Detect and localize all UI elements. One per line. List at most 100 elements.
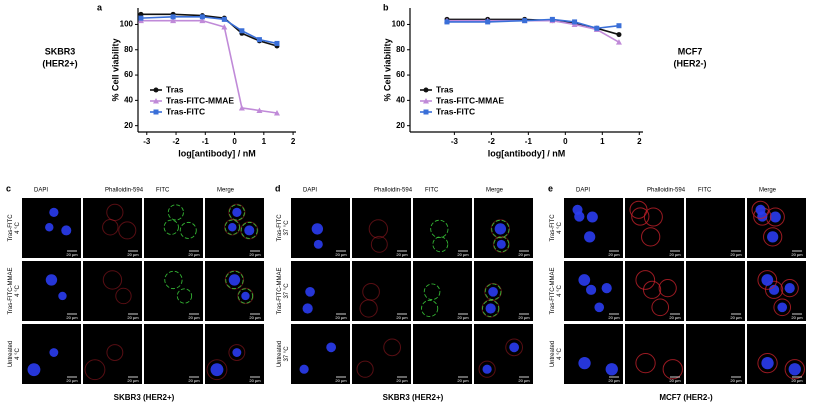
actin-stain xyxy=(359,299,378,318)
actin-stain xyxy=(102,270,123,290)
actin-stain xyxy=(478,360,496,378)
x-tick-label: -3 xyxy=(143,137,151,146)
actin-stain xyxy=(635,270,656,290)
scale-bar-label: 20 µm xyxy=(396,252,408,257)
panel-label: e xyxy=(548,183,553,193)
actin-stain xyxy=(206,359,228,381)
marker xyxy=(273,110,280,116)
panel-label: a xyxy=(97,2,103,12)
actin-stain xyxy=(658,279,677,298)
nucleus xyxy=(49,348,59,357)
actin-stain xyxy=(224,219,241,236)
scale-bar-label: 20 µm xyxy=(730,378,742,383)
actin-stain xyxy=(492,235,510,253)
marker xyxy=(549,16,555,22)
actin-stain xyxy=(780,279,799,298)
nucleus xyxy=(767,231,779,243)
marker xyxy=(256,37,262,43)
row-label: Tras-FITC 4 °C xyxy=(8,214,21,242)
row-label: Tras-FITC 37 °C xyxy=(277,214,290,242)
nucleus xyxy=(485,303,496,314)
nucleus xyxy=(777,302,788,313)
marker xyxy=(170,14,176,20)
marker xyxy=(221,23,228,30)
actin-stain xyxy=(764,280,784,299)
micrograph xyxy=(144,324,203,384)
legend-label: Tras-FITC-MMAE xyxy=(166,95,234,105)
marker xyxy=(238,104,245,111)
actin-stain xyxy=(224,270,245,290)
fitc-stain xyxy=(423,283,441,301)
micrograph xyxy=(413,198,472,258)
micrograph xyxy=(474,324,533,384)
micrograph xyxy=(352,261,411,321)
marker xyxy=(199,14,205,20)
scale-bar-label: 20 µm xyxy=(669,315,681,320)
series-line xyxy=(446,19,620,43)
row-label-line: 4 °C xyxy=(557,284,563,296)
marker xyxy=(615,39,622,45)
nucleus xyxy=(605,363,618,376)
y-tick-label: 100 xyxy=(120,20,134,29)
y-tick-label: 40 xyxy=(124,95,133,104)
x-tick-label: -3 xyxy=(451,137,459,146)
column-header: Merge xyxy=(759,188,777,194)
nucleus xyxy=(45,223,54,232)
panel-caption: SKBR3 (HER2+) xyxy=(114,393,175,402)
nucleus xyxy=(232,207,242,217)
series-line xyxy=(140,13,278,47)
micrograph xyxy=(83,324,142,384)
fitc-stain xyxy=(493,236,510,253)
scale-bar-label: 20 µm xyxy=(518,315,530,320)
marker xyxy=(423,109,429,115)
marker xyxy=(153,87,159,93)
y-tick-label: 100 xyxy=(392,20,406,29)
micrograph xyxy=(474,261,533,321)
fitc-stain xyxy=(224,219,240,235)
fitc-stain xyxy=(240,221,258,239)
actin-stain xyxy=(362,282,380,301)
nucleus xyxy=(784,283,795,294)
micrograph xyxy=(83,261,142,321)
scale-bar-label: 20 µm xyxy=(608,378,620,383)
row-label: Untreated 37 °C xyxy=(277,341,290,367)
nucleus xyxy=(755,204,766,215)
actin-stain xyxy=(651,298,670,317)
scale-bar-label: 20 µm xyxy=(127,378,139,383)
row-label-line: Untreated xyxy=(8,341,14,367)
nucleus xyxy=(584,231,596,243)
actin-stain xyxy=(751,200,770,219)
scale-bar-label: 20 µm xyxy=(335,315,347,320)
nucleus xyxy=(482,364,492,374)
nucleus xyxy=(585,284,597,295)
scale-bar-label: 20 µm xyxy=(730,252,742,257)
nucleus xyxy=(299,364,309,374)
actin-stain xyxy=(662,359,683,380)
micrograph xyxy=(413,261,472,321)
nucleus xyxy=(228,274,241,286)
micrograph xyxy=(144,261,203,321)
y-tick-label: 60 xyxy=(124,70,133,79)
nucleus xyxy=(761,274,774,286)
x-tick-label: 0 xyxy=(232,137,237,146)
marker xyxy=(256,107,263,113)
scale-bar-label: 20 µm xyxy=(730,315,742,320)
scale-bar-label: 20 µm xyxy=(66,252,78,257)
scale-bar-label: 20 µm xyxy=(608,315,620,320)
cell-line-label: SKBR3 xyxy=(45,46,76,56)
actin-stain xyxy=(237,287,254,305)
row-label: Untreated 4 °C xyxy=(550,341,563,367)
actin-stain xyxy=(490,219,511,239)
nucleus xyxy=(305,286,315,297)
marker xyxy=(485,19,491,25)
column-header: Merge xyxy=(217,188,235,194)
nucleus xyxy=(509,342,520,353)
row-label-line: Tras-FITC xyxy=(8,214,14,242)
legend-label: Tras xyxy=(436,84,454,94)
marker xyxy=(199,17,206,24)
nucleus xyxy=(45,274,58,286)
row-label-line: 4 °C xyxy=(15,284,21,296)
actin-stain xyxy=(106,203,124,221)
row-label-line: Tras-FITC-MMAE xyxy=(277,267,283,314)
cell-line-label: MCF7 xyxy=(678,46,703,56)
